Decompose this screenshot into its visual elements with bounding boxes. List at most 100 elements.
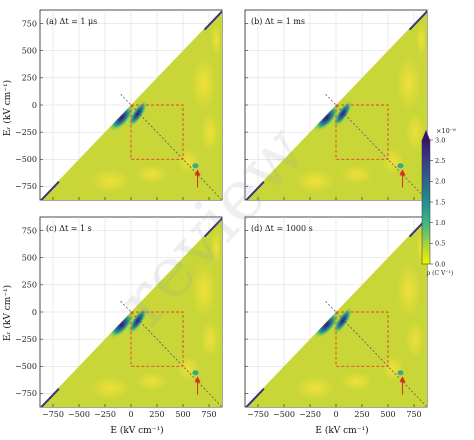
diagonal-band-low	[245, 386, 265, 407]
light-region	[381, 148, 405, 175]
small-feature	[192, 370, 199, 376]
panel-label: (c) Δt = 1 s	[46, 224, 92, 233]
dashed-diagonal	[325, 93, 428, 201]
light-region	[176, 355, 200, 382]
colorbar-tick-label: 0.5	[435, 240, 445, 248]
light-region	[396, 55, 422, 112]
y-tick-label: 0	[32, 308, 37, 317]
dashed-box	[130, 311, 184, 367]
colorbar-tick-label: 1.5	[435, 198, 445, 206]
dashed-box	[335, 311, 389, 367]
density-blob	[127, 306, 148, 335]
colorbar-cap	[422, 130, 430, 140]
y-tick-label: −750	[15, 389, 37, 398]
dashed-box	[335, 104, 389, 160]
colorbar-tick-label: 0.0	[435, 260, 445, 268]
light-region	[200, 112, 220, 152]
ticks: −750 −500 −250 0 250 500 750 750 500 250 0 −250 −500…	[15, 226, 217, 419]
y-tick-label: 0	[32, 101, 37, 110]
y-tick-label: 250	[22, 281, 37, 290]
dashed-diagonal	[325, 300, 428, 408]
small-feature	[192, 163, 199, 169]
x-tick-label: −250	[94, 410, 116, 419]
y-tick-label: −250	[15, 128, 37, 137]
density-blob	[313, 104, 340, 132]
light-region	[191, 262, 217, 319]
small-feature	[397, 370, 404, 376]
panel-3: −750 −500 −250 0 250 500 750 750 500 250 0 −250 −500…	[15, 216, 223, 419]
density-blob	[332, 306, 353, 335]
xlabel-left: E (kV cm⁻¹)	[110, 425, 163, 436]
dashed-diagonal	[120, 300, 223, 408]
density-blob	[313, 311, 340, 339]
y-tick-label: −750	[15, 182, 37, 191]
light-region	[135, 371, 169, 392]
x-tick-label: −250	[299, 410, 321, 419]
light-region	[211, 229, 222, 265]
colorbar-tick-label: 3.0	[435, 136, 445, 144]
ticks	[245, 23, 415, 200]
light-region	[135, 164, 169, 185]
y-tick-label: −500	[15, 362, 37, 371]
x-tick-label: 0	[333, 410, 338, 419]
density-blob	[108, 104, 135, 132]
light-region	[294, 376, 337, 400]
ticks: −750 −500 −250 0 250 500 750	[245, 230, 422, 419]
panel-label: (a) Δt = 1 μs	[46, 17, 97, 26]
x-tick-label: 750	[406, 410, 421, 419]
light-region	[340, 164, 374, 185]
light-region	[200, 319, 220, 359]
light-region	[381, 355, 405, 382]
light-region	[416, 22, 427, 58]
diagonal-band-high	[202, 217, 222, 238]
colorbar-label: ρ (C V⁻¹)	[427, 270, 454, 277]
x-tick-label: 500	[380, 410, 395, 419]
small-feature	[397, 163, 404, 169]
light-region	[340, 371, 374, 392]
panel-4: −750 −500 −250 0 250 500 750 (d) Δt = 1000 s	[244, 216, 428, 419]
diagonal-band-high	[202, 10, 222, 31]
y-tick-label: 500	[22, 47, 37, 56]
x-tick-label: 250	[354, 410, 369, 419]
light-region	[176, 148, 200, 175]
y-tick-label: −250	[15, 335, 37, 344]
colorbar-ticks: 3.0 2.5 2.0 1.5 1.0 0.5 0.0	[430, 136, 445, 268]
x-tick-label: −500	[273, 410, 295, 419]
panels: 750 500 250 0 −250 −500 −750 (a) Δt = 1 μs (b) Δ…	[15, 9, 428, 419]
y-tick-label: 750	[22, 226, 37, 235]
panel-2: (b) Δt = 1 ms	[244, 9, 428, 201]
x-tick-label: −750	[247, 410, 269, 419]
x-tick-label: −500	[68, 410, 90, 419]
light-region	[396, 262, 422, 319]
light-region	[405, 112, 425, 152]
light-region	[89, 169, 131, 193]
light-region	[211, 22, 222, 58]
light-region	[191, 55, 217, 112]
ylabel-top: Eᵣ (kV cm⁻¹)	[2, 80, 13, 136]
ticks: 750 500 250 0 −250 −500 −750	[15, 19, 210, 200]
panel-label: (d) Δt = 1000 s	[251, 224, 313, 233]
x-tick-label: 750	[201, 410, 216, 419]
panel-label: (b) Δt = 1 ms	[251, 17, 305, 26]
axes-labels: E (kV cm⁻¹) E (kV cm⁻¹) Eᵣ (kV cm⁻¹) Eᵣ …	[2, 80, 369, 436]
colorbar: 3.0 2.5 2.0 1.5 1.0 0.5 0.0 ×10⁻⁸ ρ (C V⁻¹)	[421, 127, 456, 277]
light-region	[405, 319, 425, 359]
x-tick-label: −750	[42, 410, 64, 419]
y-tick-label: 500	[22, 254, 37, 263]
density-blob	[332, 99, 353, 128]
light-region	[89, 376, 131, 400]
panel-1: 750 500 250 0 −250 −500 −750 (a) Δt = 1 μs	[15, 9, 223, 201]
colorbar-exponent: ×10⁻⁸	[436, 127, 456, 135]
dashed-box	[130, 104, 184, 160]
dashed-diagonal	[120, 93, 223, 201]
density-blob	[108, 311, 135, 339]
light-region	[294, 169, 337, 193]
colorbar-tick-label: 2.0	[435, 178, 445, 186]
x-tick-label: 0	[128, 410, 133, 419]
colorbar-tick-label: 2.5	[435, 157, 445, 165]
colorbar-tick-label: 1.0	[435, 219, 445, 227]
y-tick-label: 750	[22, 19, 37, 28]
diagonal-band-low	[245, 179, 265, 200]
xlabel-right: E (kV cm⁻¹)	[315, 425, 368, 436]
